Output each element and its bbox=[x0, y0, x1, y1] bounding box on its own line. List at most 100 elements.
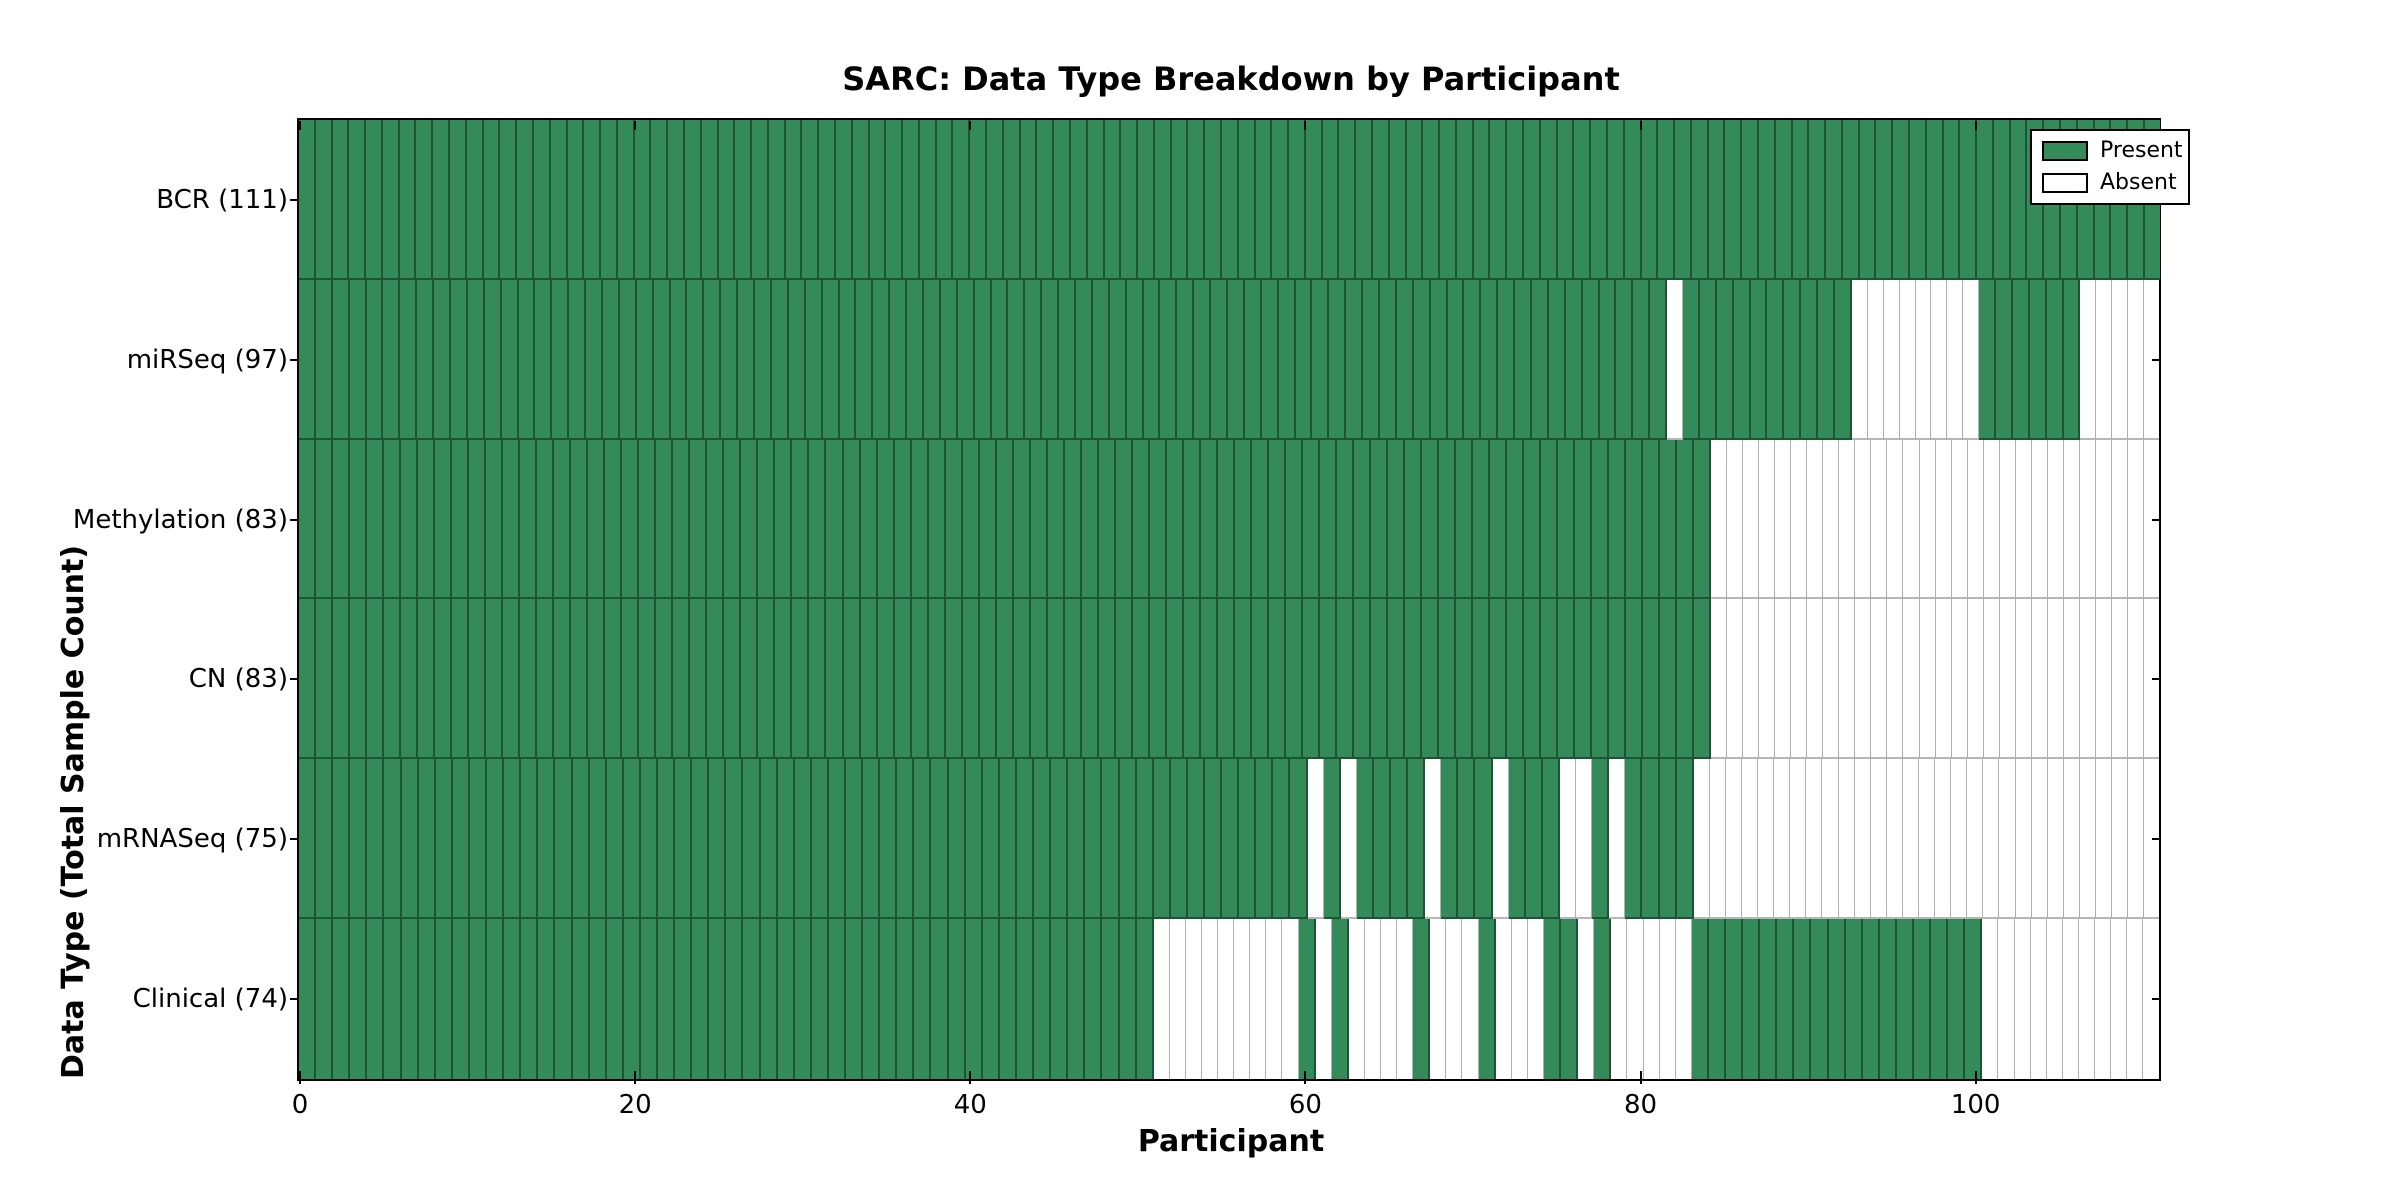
present-cell bbox=[928, 439, 946, 600]
present-cell bbox=[2029, 279, 2047, 440]
present-cell bbox=[1876, 120, 1894, 280]
absent-cell bbox=[1899, 279, 1916, 440]
present-cell bbox=[1743, 919, 1761, 1079]
present-cell bbox=[452, 919, 470, 1079]
present-cell bbox=[1965, 919, 1983, 1079]
present-cell bbox=[622, 599, 640, 760]
present-cell bbox=[1862, 919, 1880, 1079]
present-cell bbox=[1508, 759, 1526, 920]
present-cell bbox=[1187, 759, 1205, 920]
present-cell bbox=[1594, 919, 1612, 1079]
present-cell bbox=[401, 599, 419, 760]
present-cell bbox=[636, 279, 654, 440]
present-cell bbox=[1054, 120, 1071, 280]
present-cell bbox=[1775, 120, 1793, 280]
absent-cell bbox=[1667, 279, 1684, 440]
present-cell bbox=[1490, 439, 1508, 600]
present-cell bbox=[1616, 279, 1634, 440]
absent-cell bbox=[1806, 759, 1823, 920]
absent-cell bbox=[1967, 599, 1984, 760]
present-cell bbox=[1659, 759, 1677, 920]
present-cell bbox=[811, 759, 829, 920]
present-cell bbox=[1733, 279, 1751, 440]
present-cell bbox=[1633, 279, 1651, 440]
absent-cell bbox=[2079, 599, 2096, 760]
present-cell bbox=[500, 120, 518, 280]
present-cell bbox=[1993, 120, 2011, 280]
present-cell bbox=[873, 279, 891, 440]
present-cell bbox=[1104, 120, 1122, 280]
present-cell bbox=[1811, 919, 1829, 1079]
present-cell bbox=[894, 439, 912, 600]
present-cell bbox=[1389, 120, 1407, 280]
present-cell bbox=[948, 759, 966, 920]
present-cell bbox=[1154, 120, 1172, 280]
present-cell bbox=[1331, 919, 1349, 1079]
present-cell bbox=[550, 120, 568, 280]
present-cell bbox=[657, 759, 676, 920]
present-cell bbox=[435, 919, 453, 1079]
present-cell bbox=[1020, 120, 1038, 280]
absent-cell bbox=[1931, 279, 1948, 440]
present-cell bbox=[517, 120, 534, 280]
present-cell bbox=[670, 279, 688, 440]
row-Methylation bbox=[299, 439, 2159, 600]
present-cell bbox=[1298, 919, 1316, 1079]
present-cell bbox=[1183, 599, 1201, 760]
present-cell bbox=[1809, 120, 1827, 280]
present-cell bbox=[1251, 599, 1269, 760]
present-cell bbox=[1170, 759, 1188, 920]
present-cell bbox=[504, 759, 522, 920]
present-cell bbox=[999, 759, 1017, 920]
present-cell bbox=[1691, 120, 1709, 280]
present-cell bbox=[704, 279, 722, 440]
present-cell bbox=[1391, 759, 1409, 920]
present-cell bbox=[1115, 439, 1133, 600]
present-cell bbox=[639, 599, 657, 760]
present-cell bbox=[299, 120, 316, 280]
ytick-label-miRSeq: miRSeq (97) bbox=[126, 344, 288, 375]
absent-cell bbox=[1982, 919, 1999, 1079]
present-cell bbox=[622, 439, 640, 600]
present-cell bbox=[367, 599, 385, 760]
present-cell bbox=[914, 759, 932, 920]
present-cell bbox=[452, 759, 470, 920]
present-cell bbox=[1075, 279, 1093, 440]
present-cell bbox=[601, 120, 618, 280]
present-cell bbox=[1166, 439, 1184, 600]
present-cell bbox=[1558, 599, 1576, 760]
present-cell bbox=[953, 120, 971, 280]
present-cell bbox=[1826, 120, 1843, 280]
xtick-mark-bottom bbox=[1639, 1071, 1642, 1084]
present-cell bbox=[1541, 599, 1559, 760]
present-cell bbox=[1879, 919, 1897, 1079]
absent-cell bbox=[2031, 599, 2048, 760]
present-cell bbox=[1515, 279, 1533, 440]
ytick-mark-left bbox=[290, 518, 299, 521]
present-cell bbox=[948, 919, 966, 1079]
present-cell bbox=[1565, 279, 1583, 440]
present-cell bbox=[1098, 439, 1116, 600]
present-cell bbox=[1305, 120, 1323, 280]
present-cell bbox=[533, 120, 551, 280]
present-cell bbox=[1149, 439, 1167, 600]
present-cell bbox=[1574, 120, 1592, 280]
present-cell bbox=[673, 439, 691, 600]
present-cell bbox=[1948, 919, 1966, 1079]
absent-cell bbox=[2047, 599, 2064, 760]
present-cell bbox=[894, 599, 912, 760]
present-cell bbox=[400, 279, 418, 440]
present-cell bbox=[1642, 759, 1660, 920]
xtick-mark-top bbox=[1639, 121, 1642, 130]
present-cell bbox=[623, 759, 641, 920]
present-cell bbox=[724, 599, 742, 760]
absent-cell bbox=[2096, 759, 2113, 920]
present-cell bbox=[1607, 120, 1625, 280]
present-cell bbox=[451, 279, 468, 440]
present-cell bbox=[760, 759, 778, 920]
present-cell bbox=[741, 439, 759, 600]
present-cell bbox=[1396, 279, 1414, 440]
absent-cell bbox=[1511, 919, 1528, 1079]
present-cell bbox=[349, 120, 367, 280]
